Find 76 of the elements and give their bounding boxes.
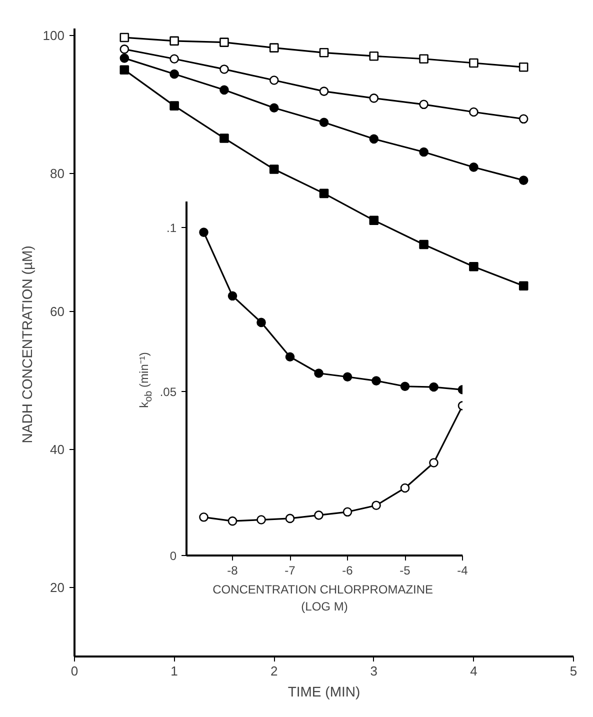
point — [314, 510, 324, 520]
point — [269, 76, 279, 85]
point — [199, 228, 208, 237]
point — [369, 216, 379, 225]
point — [372, 376, 381, 386]
point — [220, 64, 229, 74]
x-tick-label: -7 — [284, 564, 296, 578]
point — [319, 86, 329, 96]
point — [228, 291, 238, 301]
point — [518, 281, 528, 291]
point — [429, 458, 438, 468]
point — [256, 515, 266, 524]
y-tick-label: 20 — [50, 580, 65, 595]
point — [199, 512, 208, 522]
point — [518, 176, 528, 185]
point — [469, 107, 478, 117]
x-tick-label: 2 — [270, 664, 278, 678]
point — [269, 164, 279, 174]
x-axis-title: TIME (MIN) — [288, 684, 360, 700]
y-tick-label: .05 — [160, 385, 177, 400]
y-tick-label: 60 — [50, 304, 65, 319]
point — [469, 262, 478, 272]
x-tick-label: -4 — [457, 564, 468, 578]
point — [419, 100, 428, 110]
point — [314, 368, 324, 378]
x-tick-label: 5 — [570, 664, 578, 678]
point — [120, 44, 130, 54]
point — [170, 69, 179, 79]
point — [319, 48, 329, 58]
point — [372, 500, 381, 510]
y-tick-label: 100 — [42, 28, 65, 43]
point — [342, 507, 352, 517]
point — [369, 94, 379, 103]
point — [400, 483, 410, 493]
point — [369, 51, 379, 61]
point — [256, 318, 266, 328]
point — [170, 101, 179, 110]
x-tick-label: 4 — [470, 664, 478, 678]
point — [419, 54, 428, 64]
x-tick-label: 1 — [170, 664, 178, 678]
point — [369, 134, 379, 144]
point — [120, 65, 130, 75]
point — [429, 382, 438, 392]
point — [518, 114, 528, 124]
y-axis-title: NADH CONCENTRATION (µM) — [18, 246, 35, 444]
x-tick-label: 0 — [70, 664, 78, 678]
point — [400, 382, 410, 392]
x-tick-label: -8 — [227, 564, 238, 578]
point — [469, 162, 478, 172]
y-tick-label: 0 — [170, 549, 177, 563]
point — [220, 134, 229, 143]
point — [319, 188, 329, 198]
y-tick-label: 40 — [50, 442, 65, 457]
point — [170, 36, 179, 46]
point — [419, 240, 428, 250]
point — [285, 514, 295, 524]
y-tick-label: 80 — [50, 166, 65, 181]
point — [228, 516, 238, 526]
y-tick-label: .1 — [166, 221, 177, 236]
point — [269, 43, 279, 52]
point — [220, 85, 229, 95]
x-tick-label: -6 — [342, 564, 354, 578]
point — [285, 352, 295, 362]
x-axis-title: CONCENTRATION CHLORPROMAZINE (LOG M) — [212, 582, 434, 614]
point — [518, 62, 528, 72]
x-tick-label: -5 — [400, 564, 411, 578]
point — [170, 54, 179, 64]
point — [120, 32, 130, 42]
point — [419, 147, 428, 157]
point — [220, 38, 229, 47]
point — [342, 372, 352, 382]
point — [469, 58, 478, 68]
point — [120, 54, 130, 63]
point — [319, 118, 329, 127]
point — [269, 103, 279, 113]
x-tick-label: 3 — [370, 664, 378, 678]
